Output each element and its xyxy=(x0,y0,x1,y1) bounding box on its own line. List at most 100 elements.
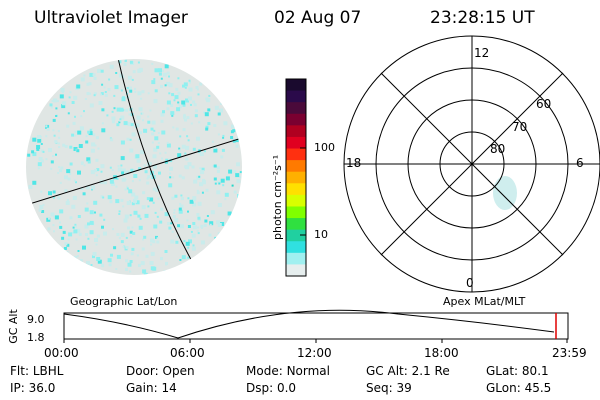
emission-pixel xyxy=(214,105,219,110)
emission-pixel xyxy=(101,122,104,125)
emission-pixel xyxy=(169,166,173,171)
emission-pixel xyxy=(129,138,132,141)
emission-pixel xyxy=(101,128,106,133)
emission-pixel xyxy=(111,120,115,124)
emission-pixel xyxy=(199,82,203,86)
mlat-label-60: 60 xyxy=(536,97,552,111)
mlt-label-6: 6 xyxy=(576,156,584,170)
emission-pixel xyxy=(179,204,184,209)
emission-pixel xyxy=(99,93,102,96)
emission-pixel xyxy=(176,235,179,238)
emission-pixel xyxy=(90,264,93,266)
emission-pixel xyxy=(204,219,208,223)
emission-pixel xyxy=(178,147,181,150)
emission-pixel xyxy=(168,83,173,88)
emission-pixel xyxy=(80,115,83,118)
emission-pixel xyxy=(224,192,229,197)
emission-pixel xyxy=(54,215,59,220)
emission-pixel xyxy=(64,175,68,180)
auroral-blob xyxy=(493,176,517,210)
emission-pixel xyxy=(236,179,241,184)
emission-pixel xyxy=(216,170,220,173)
emission-pixel xyxy=(169,172,172,175)
emission-pixel xyxy=(220,178,225,183)
emission-pixel xyxy=(89,92,91,95)
emission-pixel xyxy=(170,239,175,244)
emission-pixel xyxy=(161,130,166,135)
emission-pixel xyxy=(127,122,132,127)
emission-pixel xyxy=(91,142,96,147)
emission-pixel xyxy=(87,222,90,226)
emission-pixel xyxy=(217,203,222,207)
emission-pixel xyxy=(66,243,70,247)
emission-pixel xyxy=(50,167,53,170)
emission-pixel xyxy=(172,176,175,179)
emission-pixel xyxy=(235,173,240,178)
emission-pixel xyxy=(236,162,241,167)
mlt-label-0: 0 xyxy=(466,276,474,290)
colorbar-tick-label-100: 100 xyxy=(314,141,335,154)
emission-pixel xyxy=(88,263,90,266)
emission-pixel xyxy=(209,221,214,226)
emission-pixel xyxy=(198,121,201,124)
emission-pixel xyxy=(91,185,96,190)
emission-pixel xyxy=(175,127,179,131)
emission-pixel xyxy=(126,201,131,205)
emission-pixel xyxy=(94,211,96,214)
emission-pixel xyxy=(69,91,72,94)
emission-pixel xyxy=(57,142,60,145)
emission-pixel xyxy=(197,201,202,206)
emission-pixel xyxy=(233,170,237,174)
emission-pixel xyxy=(143,235,147,239)
emission-pixel xyxy=(89,210,94,215)
emission-pixel xyxy=(83,110,85,113)
emission-pixel xyxy=(121,177,126,182)
status-ip: IP: 36.0 xyxy=(10,381,56,395)
emission-pixel xyxy=(37,138,42,143)
emission-pixel xyxy=(38,208,42,212)
emission-pixel xyxy=(53,216,56,219)
emission-pixel xyxy=(103,231,107,236)
emission-pixel xyxy=(51,100,54,102)
emission-pixel xyxy=(154,68,159,73)
emission-pixel xyxy=(57,130,60,133)
emission-pixel xyxy=(78,144,83,148)
colorbar-cell xyxy=(286,136,306,150)
emission-pixel xyxy=(143,128,148,133)
emission-pixel xyxy=(197,93,200,96)
emission-pixel xyxy=(147,115,150,118)
mlat-label-80: 80 xyxy=(490,142,506,156)
emission-pixel xyxy=(141,91,144,94)
emission-pixel xyxy=(233,190,237,194)
emission-pixel xyxy=(151,62,154,65)
emission-pixel xyxy=(42,203,45,206)
emission-pixel xyxy=(83,74,86,77)
emission-pixel xyxy=(121,168,126,173)
emission-pixel xyxy=(101,108,105,112)
emission-pixel xyxy=(40,149,44,153)
emission-pixel xyxy=(153,78,156,81)
emission-pixel xyxy=(177,224,181,228)
emission-pixel xyxy=(86,157,91,162)
emission-pixel xyxy=(93,76,97,80)
emission-pixel xyxy=(97,68,101,73)
polar-plot xyxy=(343,35,600,293)
emission-pixel xyxy=(124,188,127,191)
emission-pixel xyxy=(125,108,129,112)
emission-pixel xyxy=(73,229,78,234)
emission-pixel xyxy=(196,191,200,195)
colorbar-cell xyxy=(286,125,306,138)
emission-pixel xyxy=(79,126,84,131)
emission-pixel xyxy=(185,241,190,246)
emission-pixel xyxy=(171,230,174,233)
emission-pixel xyxy=(89,230,94,235)
emission-pixel xyxy=(207,122,211,126)
emission-pixel xyxy=(176,107,181,112)
emission-pixel xyxy=(66,169,71,174)
emission-pixel xyxy=(147,92,150,95)
emission-pixel xyxy=(64,145,68,148)
emission-pixel xyxy=(76,84,81,89)
emission-pixel xyxy=(191,246,196,251)
emission-pixel xyxy=(205,125,209,129)
